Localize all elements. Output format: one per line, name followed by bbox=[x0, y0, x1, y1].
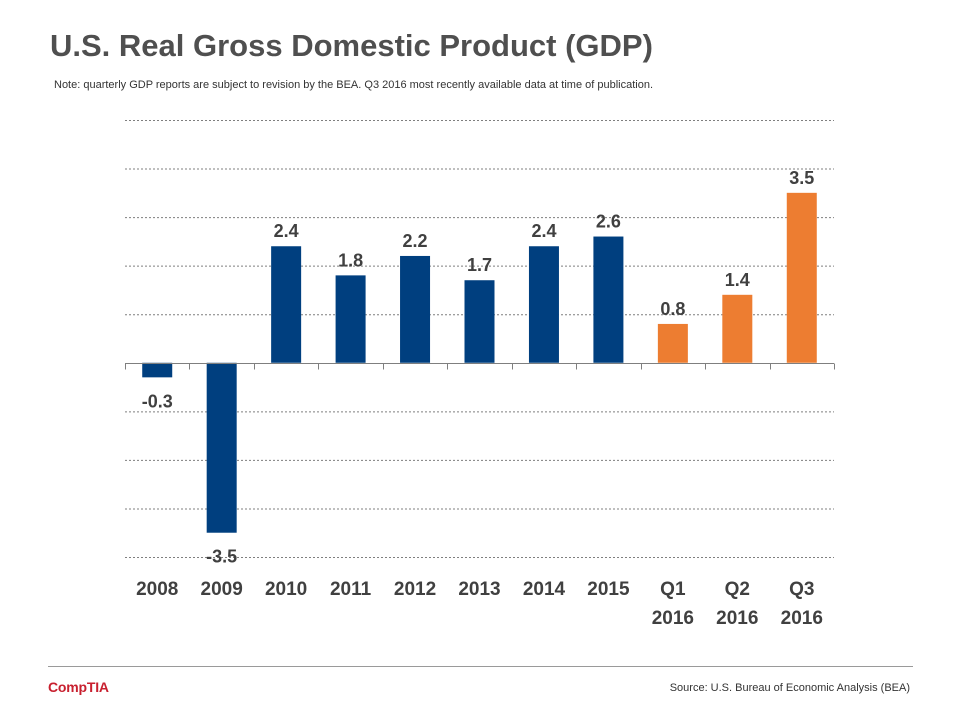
x-tick-label: Q1 bbox=[660, 579, 686, 600]
data-label: 1.7 bbox=[467, 255, 492, 275]
x-tick-label: 2016 bbox=[652, 608, 694, 629]
bar bbox=[142, 362, 173, 378]
bar bbox=[593, 236, 624, 363]
data-label: 0.8 bbox=[660, 299, 685, 319]
x-tick-label: 2009 bbox=[201, 579, 243, 600]
x-tick-label: Q2 bbox=[725, 579, 750, 600]
bar bbox=[657, 323, 688, 363]
bar bbox=[786, 192, 817, 363]
data-label: 2.4 bbox=[274, 221, 299, 241]
x-tick-label: Q3 bbox=[789, 579, 814, 600]
x-tick-label: 2014 bbox=[523, 579, 566, 600]
x-tick-label: 2012 bbox=[394, 579, 436, 600]
data-label: 3.5 bbox=[789, 168, 814, 188]
x-tick-label: 2013 bbox=[458, 579, 500, 600]
data-label: 2.2 bbox=[403, 231, 428, 251]
bar bbox=[400, 255, 431, 363]
footer-divider bbox=[48, 666, 913, 667]
bar bbox=[528, 246, 559, 363]
source-note: Source: U.S. Bureau of Economic Analysis… bbox=[669, 682, 910, 694]
data-label: 2.4 bbox=[531, 221, 556, 241]
data-label: 2.6 bbox=[596, 212, 621, 232]
bar bbox=[464, 280, 495, 363]
x-tick-label: 2016 bbox=[781, 608, 823, 629]
data-label: -0.3 bbox=[142, 391, 173, 411]
data-note: Note: quarterly GDP reports are subject … bbox=[54, 79, 653, 91]
x-tick-label: 2015 bbox=[587, 579, 630, 600]
bar bbox=[722, 294, 753, 363]
chart-title: U.S. Real Gross Domestic Product (GDP) bbox=[50, 28, 653, 63]
x-tick-label: 2010 bbox=[265, 579, 307, 600]
bar bbox=[206, 362, 237, 533]
data-label: -3.5 bbox=[206, 547, 237, 567]
x-tick-label: 2011 bbox=[330, 579, 372, 600]
data-label: 1.8 bbox=[338, 250, 363, 270]
data-label: 1.4 bbox=[725, 270, 750, 290]
bar bbox=[271, 246, 302, 363]
x-tick-label: 2008 bbox=[136, 579, 178, 600]
x-tick-label: 2016 bbox=[716, 608, 758, 629]
comptia-logo: CompTIA bbox=[48, 679, 109, 695]
bar bbox=[335, 275, 366, 363]
